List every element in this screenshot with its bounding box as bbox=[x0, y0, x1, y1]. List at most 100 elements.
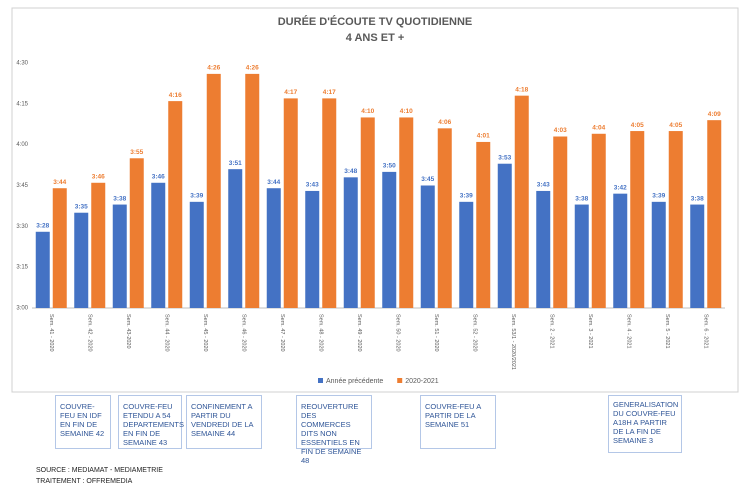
value-label: 3:38 bbox=[691, 195, 704, 202]
bar bbox=[228, 169, 243, 308]
value-label: 3:55 bbox=[130, 149, 143, 156]
bar bbox=[420, 185, 435, 308]
annotation: CONFINEMENT A PARTIR DU VENDREDI DE LA S… bbox=[186, 395, 262, 449]
value-label: 3:39 bbox=[652, 193, 665, 200]
value-label: 3:43 bbox=[306, 182, 319, 189]
bar bbox=[476, 141, 491, 308]
value-label: 3:38 bbox=[575, 195, 588, 202]
x-tick-label: Sem. 3 - 2021 bbox=[587, 314, 593, 349]
annotation: GENERALISATION DU COUVRE-FEU A18H A PART… bbox=[608, 395, 682, 453]
value-label: 4:10 bbox=[361, 108, 374, 115]
x-tick-label: Sem. 6 - 2021 bbox=[702, 314, 708, 349]
x-tick-label: Sem. 42 - 2020 bbox=[86, 314, 92, 352]
bar bbox=[189, 201, 204, 308]
legend-label: 2020-2021 bbox=[405, 378, 439, 385]
x-tick-label: Sem. 4 - 2021 bbox=[625, 314, 631, 349]
x-tick-label: Sem. 53/1 - 2020/2021 bbox=[510, 314, 516, 370]
legend-swatch bbox=[397, 378, 403, 383]
bar bbox=[399, 117, 414, 308]
x-tick-label: Sem. 5 - 2021 bbox=[664, 314, 670, 349]
value-label: 4:10 bbox=[400, 108, 413, 115]
value-label: 4:16 bbox=[169, 92, 182, 99]
value-label: 3:42 bbox=[614, 184, 627, 191]
x-tick-label: Sem. 50 - 2020 bbox=[394, 314, 400, 352]
bar bbox=[459, 201, 474, 308]
bar bbox=[360, 117, 375, 308]
bar bbox=[497, 163, 512, 308]
value-label: 3:50 bbox=[383, 163, 396, 170]
bar bbox=[266, 188, 281, 308]
bar bbox=[305, 190, 320, 308]
bar bbox=[668, 131, 683, 308]
chart: DURÉE D'ÉCOUTE TV QUOTIDIENNE 4 ANS ET +… bbox=[11, 7, 739, 393]
value-label: 3:51 bbox=[229, 160, 242, 167]
value-label: 4:18 bbox=[515, 86, 528, 93]
bar bbox=[613, 193, 628, 308]
x-tick-label: Sem. 49 - 2020 bbox=[356, 314, 362, 352]
annotation: REOUVERTURE DES COMMERCES DITS NON ESSEN… bbox=[296, 395, 372, 465]
bar bbox=[553, 136, 568, 308]
value-label: 3:39 bbox=[460, 193, 473, 200]
bar bbox=[129, 158, 144, 308]
bar bbox=[112, 204, 127, 308]
value-label: 4:05 bbox=[631, 122, 644, 129]
legend-label: Année précédente bbox=[326, 378, 383, 385]
x-tick-label: Sem. 48 - 2020 bbox=[317, 314, 323, 352]
bar bbox=[151, 182, 166, 308]
value-label: 3:44 bbox=[267, 179, 280, 186]
bar bbox=[74, 212, 89, 308]
x-tick-label: Sem. 51 - 2020 bbox=[433, 314, 439, 352]
value-label: 3:45 bbox=[421, 176, 434, 183]
bar bbox=[437, 128, 452, 308]
bar bbox=[245, 73, 260, 308]
bar bbox=[322, 98, 337, 308]
y-tick-label: 3:30 bbox=[16, 224, 28, 230]
bar bbox=[283, 98, 298, 308]
x-tick-label: Sem. 44 - 2020 bbox=[163, 314, 169, 352]
value-label: 4:03 bbox=[554, 127, 567, 134]
bar bbox=[707, 120, 722, 309]
value-label: 3:44 bbox=[53, 179, 66, 186]
bar bbox=[536, 190, 551, 308]
value-label: 4:05 bbox=[669, 122, 682, 129]
value-label: 4:26 bbox=[246, 65, 259, 72]
bar bbox=[35, 231, 50, 308]
x-tick-label: Sem. 43-2020 bbox=[125, 314, 131, 349]
legend-swatch bbox=[318, 378, 323, 383]
value-label: 3:53 bbox=[498, 154, 511, 161]
bar bbox=[574, 204, 589, 308]
y-tick-label: 3:15 bbox=[16, 265, 28, 271]
processing: TRAITEMENT : OFFREMEDIA bbox=[36, 478, 133, 485]
value-label: 4:04 bbox=[592, 124, 605, 131]
bar bbox=[630, 131, 645, 308]
y-tick-label: 4:15 bbox=[16, 101, 28, 107]
value-label: 4:17 bbox=[323, 89, 336, 96]
bar bbox=[52, 188, 67, 308]
x-tick-label: Sem. 46 - 2020 bbox=[240, 314, 246, 352]
value-label: 3:48 bbox=[344, 168, 357, 175]
bar bbox=[343, 177, 358, 308]
x-tick-label: Sem. 45 - 2020 bbox=[202, 314, 208, 352]
value-label: 3:46 bbox=[92, 173, 105, 180]
source: SOURCE : MEDIAMAT - MEDIAMETRIE bbox=[36, 467, 163, 474]
annotation: COUVRE-FEU ETENDU A 54 DEPARTEMENTS EN F… bbox=[118, 395, 184, 449]
bar bbox=[591, 133, 606, 308]
value-label: 4:26 bbox=[207, 65, 220, 72]
y-tick-label: 3:00 bbox=[16, 306, 28, 312]
y-tick-label: 4:30 bbox=[16, 61, 28, 67]
value-label: 4:09 bbox=[708, 111, 721, 118]
x-tick-label: Sem. 2 - 2021 bbox=[548, 314, 554, 349]
annotation: COUVRE-FEU A PARTIR DE LA SEMAINE 51 bbox=[420, 395, 496, 449]
value-label: 4:06 bbox=[438, 119, 451, 126]
value-label: 3:28 bbox=[36, 222, 49, 229]
value-label: 3:46 bbox=[152, 173, 165, 180]
bar bbox=[206, 73, 221, 308]
annotation: COUVRE-FEU EN IDF EN FIN DE SEMAINE 42 bbox=[55, 395, 111, 449]
value-label: 3:38 bbox=[113, 195, 126, 202]
value-label: 3:39 bbox=[190, 193, 203, 200]
x-tick-label: Sem. 47 - 2020 bbox=[279, 314, 285, 352]
bar bbox=[168, 101, 183, 308]
x-tick-label: Sem. 41 - 2020 bbox=[48, 314, 54, 352]
bar bbox=[91, 182, 106, 308]
